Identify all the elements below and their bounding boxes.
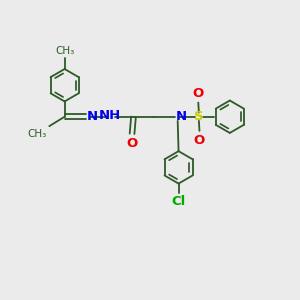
Text: NH: NH <box>99 109 121 122</box>
Text: O: O <box>193 87 204 100</box>
Text: O: O <box>126 137 138 150</box>
Text: Cl: Cl <box>171 195 186 208</box>
Text: CH₃: CH₃ <box>55 46 74 56</box>
Text: N: N <box>86 110 98 123</box>
Text: O: O <box>194 134 205 147</box>
Text: CH₃: CH₃ <box>28 128 47 139</box>
Text: S: S <box>194 110 204 123</box>
Text: N: N <box>175 110 186 123</box>
